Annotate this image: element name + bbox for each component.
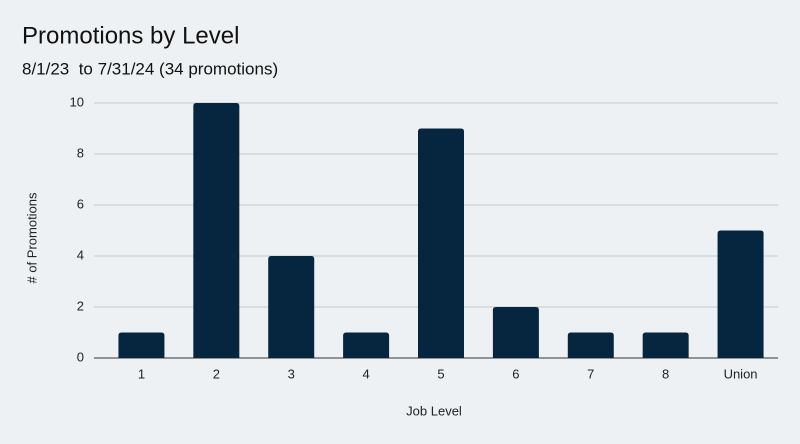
bar	[492, 307, 539, 358]
x-axis-title: Job Level	[406, 403, 462, 418]
x-tick-label: Union	[724, 366, 758, 381]
y-tick-label: 6	[77, 196, 84, 211]
bar	[343, 332, 390, 358]
x-tick-label: 2	[213, 366, 220, 381]
y-tick-label: 10	[70, 94, 84, 109]
x-tick-label: 5	[437, 366, 444, 381]
y-tick-label: 4	[77, 247, 84, 262]
x-tick-label: 7	[587, 366, 594, 381]
x-tick-label: 8	[662, 366, 669, 381]
bar	[268, 256, 315, 358]
bar	[642, 332, 689, 358]
x-tick-label: 4	[362, 366, 369, 381]
y-axis-title: # of Promotions	[24, 192, 39, 284]
x-tick-label: 6	[512, 366, 519, 381]
bar	[717, 230, 764, 358]
bar	[193, 103, 240, 358]
chart-subtitle: 8/1/23 to 7/31/24 (34 promotions)	[22, 59, 278, 78]
y-tick-label: 8	[77, 145, 84, 160]
x-tick-label: 1	[138, 366, 145, 381]
x-tick-label: 3	[288, 366, 295, 381]
y-tick-label: 0	[77, 349, 84, 364]
bar	[418, 128, 464, 358]
bar	[567, 332, 614, 358]
y-tick-label: 2	[77, 298, 84, 313]
chart-title: Promotions by Level	[22, 22, 239, 49]
bar	[118, 332, 165, 358]
